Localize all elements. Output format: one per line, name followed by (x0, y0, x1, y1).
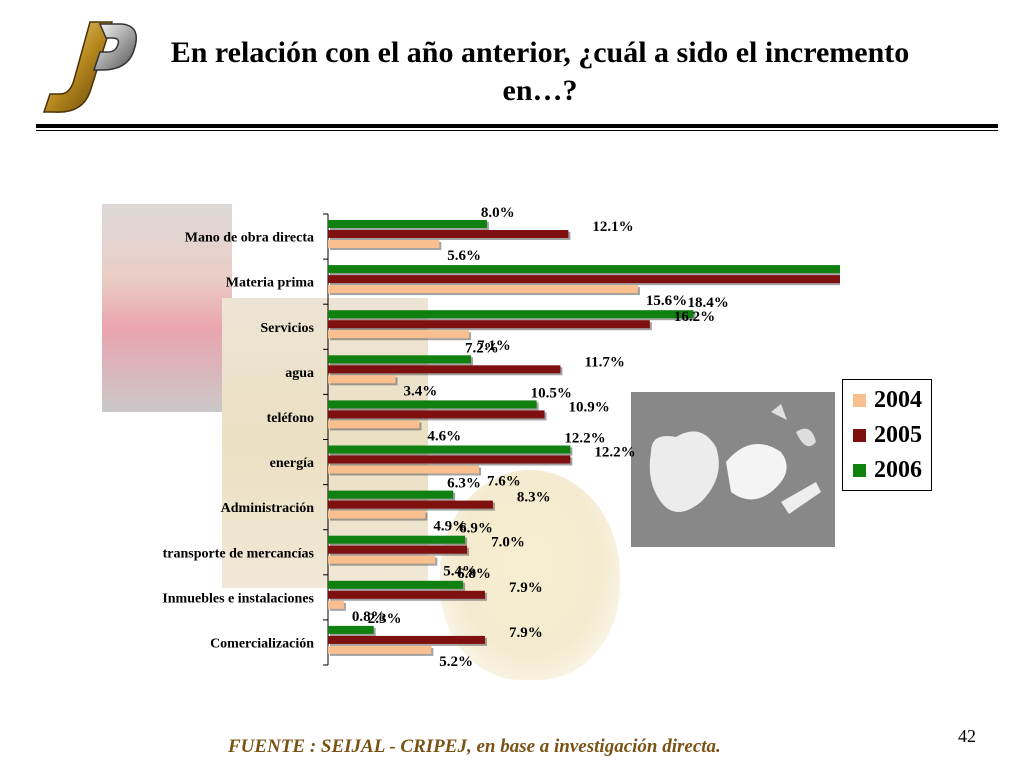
legend-swatch-2006 (853, 463, 866, 477)
legend-label-2004: 2004 (874, 386, 922, 413)
slide-title: En relación con el año anterior, ¿cuál a… (170, 36, 910, 107)
category-label: energía (270, 456, 314, 471)
background-photo-girl (102, 204, 232, 412)
bar-2004 (328, 330, 470, 339)
data-label-2005: 12.2% (594, 445, 635, 461)
data-label-2006: 8.0% (481, 205, 515, 221)
bar-chart: Mano de obra directa 8.0% 12.1% 5.6% Materia… (162, 205, 840, 670)
data-label-2005: 11.7% (584, 354, 624, 370)
category-label: Mano de obra directa (185, 231, 314, 246)
category-label: Administración (221, 501, 315, 516)
bar-2004 (328, 555, 436, 564)
data-label-2004: 15.6% (646, 293, 687, 309)
category-label: Materia prima (226, 276, 314, 291)
company-logo (30, 14, 142, 124)
bar-2005 (328, 275, 840, 284)
bar-2004 (328, 600, 344, 609)
bar-2004 (328, 240, 440, 248)
data-label-2004: 0.8% (352, 609, 386, 625)
data-label-2006: 7.2% (465, 340, 499, 356)
data-label-2004: 3.4% (404, 383, 438, 399)
bar-2004 (328, 645, 432, 654)
category-label: teléfono (267, 411, 314, 426)
category-label: Servicios (260, 321, 314, 336)
bar-2006 (328, 265, 840, 274)
bar-2006 (328, 490, 454, 499)
data-label-2004: 5.2% (439, 654, 473, 670)
legend-item-2005: 2005 (853, 421, 922, 449)
bar-2006 (328, 355, 472, 364)
data-label-2006: 6.3% (447, 476, 481, 492)
bar-2005 (328, 455, 571, 464)
bar-2005 (328, 320, 650, 329)
data-label-2005: 7.9% (509, 625, 543, 641)
legend-label-2005: 2005 (874, 421, 922, 448)
data-label-2006: 6.9% (459, 521, 493, 537)
bar-2004 (328, 510, 426, 519)
legend-label-2006: 2006 (874, 456, 922, 483)
legend-swatch-2005 (853, 428, 866, 442)
legend-swatch-2004 (853, 393, 866, 407)
data-label-2005: 7.9% (509, 580, 543, 596)
data-label-2004: 4.6% (427, 428, 461, 444)
data-label-2006: 10.5% (531, 385, 572, 401)
background-photo-sketch (631, 392, 835, 547)
data-label-2006: 18.4% (688, 295, 729, 311)
bar-2004 (328, 285, 638, 294)
category-label: Comercialización (210, 636, 314, 651)
chart-legend: 2004 2005 2006 (842, 379, 932, 491)
data-label-2006: 2.3% (368, 611, 402, 627)
data-label-2005: 8.3% (517, 490, 551, 506)
bar-2005 (328, 230, 569, 238)
data-label-2004: 5.6% (447, 248, 481, 264)
bar-2005 (328, 365, 561, 374)
bar-2006 (328, 535, 466, 544)
category-label: transporte de mercancías (163, 546, 315, 561)
bar-2006 (328, 445, 571, 454)
bar-2004 (328, 375, 396, 384)
bar-2005 (328, 500, 493, 509)
page-number: 42 (958, 726, 976, 746)
bar-2005 (328, 590, 485, 599)
bar-2006 (328, 310, 694, 319)
legend-item-2006: 2006 (853, 456, 922, 484)
data-label-2006: 12.2% (564, 431, 605, 447)
bar-2005 (328, 545, 468, 554)
bar-2004 (328, 420, 420, 429)
bar-2006 (328, 625, 374, 634)
data-label-2004: 7.6% (487, 474, 521, 490)
bar-2005 (328, 410, 545, 419)
category-label: agua (285, 366, 314, 381)
data-label-2006: 6.8% (457, 566, 491, 582)
category-label: Inmuebles e instalaciones (162, 591, 314, 606)
title-rule-thin (36, 130, 998, 131)
data-label-2005: 10.9% (569, 399, 610, 415)
data-label-2005: 7.0% (491, 535, 525, 551)
legend-item-2004: 2004 (853, 386, 922, 414)
source-note: FUENTE : SEIJAL - CRIPEJ, en base a inve… (228, 736, 721, 757)
bar-2004 (328, 465, 479, 474)
data-label-2004: 7.1% (477, 338, 511, 354)
bar-2006 (328, 220, 487, 228)
data-label-2005: 12.1% (592, 219, 633, 235)
bar-2006 (328, 400, 537, 409)
bar-2006 (328, 580, 464, 589)
data-label-2005: 16.2% (674, 309, 715, 325)
title-rule-thick (36, 124, 998, 128)
data-label-2004: 4.9% (433, 519, 467, 535)
bar-2005 (328, 635, 485, 644)
data-label-2004: 5.4% (443, 564, 477, 580)
